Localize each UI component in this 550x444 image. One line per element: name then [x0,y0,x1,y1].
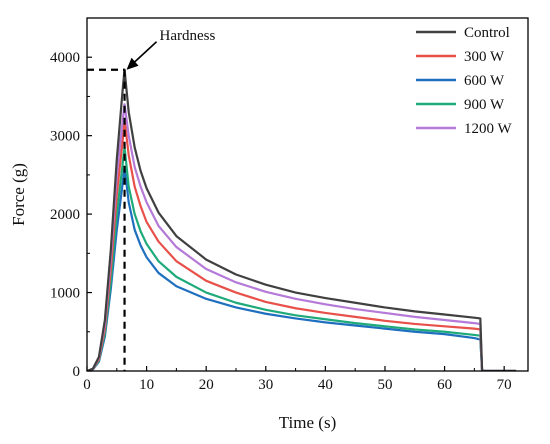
legend-label: 600 W [464,73,505,89]
legend-label: 300 W [464,49,505,65]
series-line-1200-w [87,103,517,371]
y-tick-label: 3000 [50,129,80,145]
series-line-600-w [87,165,517,371]
series-line-900-w [87,146,517,371]
x-tick-label: 50 [377,377,392,393]
legend-label: 1200 W [464,121,512,137]
y-tick-label: 2000 [50,207,80,223]
x-tick-label: 60 [437,377,452,393]
y-tick-label: 1000 [50,286,80,302]
series-line-300-w [87,118,517,371]
x-tick-label: 0 [83,377,91,393]
x-tick-label: 40 [318,377,333,393]
series-layer [87,68,517,371]
annotation-hardness-label: Hardness [160,28,216,44]
y-tick-label: 0 [73,364,81,380]
legend-label: 900 W [464,97,505,113]
x-tick-label: 70 [497,377,512,393]
y-tick-label: 4000 [50,50,80,66]
axes-layer: 0 10 20 30 40 50 60 70 0 1000 2000 3000 4000 [50,17,512,393]
legend-label: Control [464,25,510,41]
x-tick-label: 10 [139,377,154,393]
series-line-control [87,68,517,371]
plot-frame [86,17,529,372]
legend: Control 300 W 600 W 900 W 1200 W [416,25,512,137]
y-axis-title: Force (g) [9,163,28,226]
x-tick-label: 20 [199,377,214,393]
x-tick-label: 30 [258,377,273,393]
hardness-arrow-head [126,57,139,70]
annotation-layer [87,41,158,371]
x-axis-title: Time (s) [279,413,336,432]
